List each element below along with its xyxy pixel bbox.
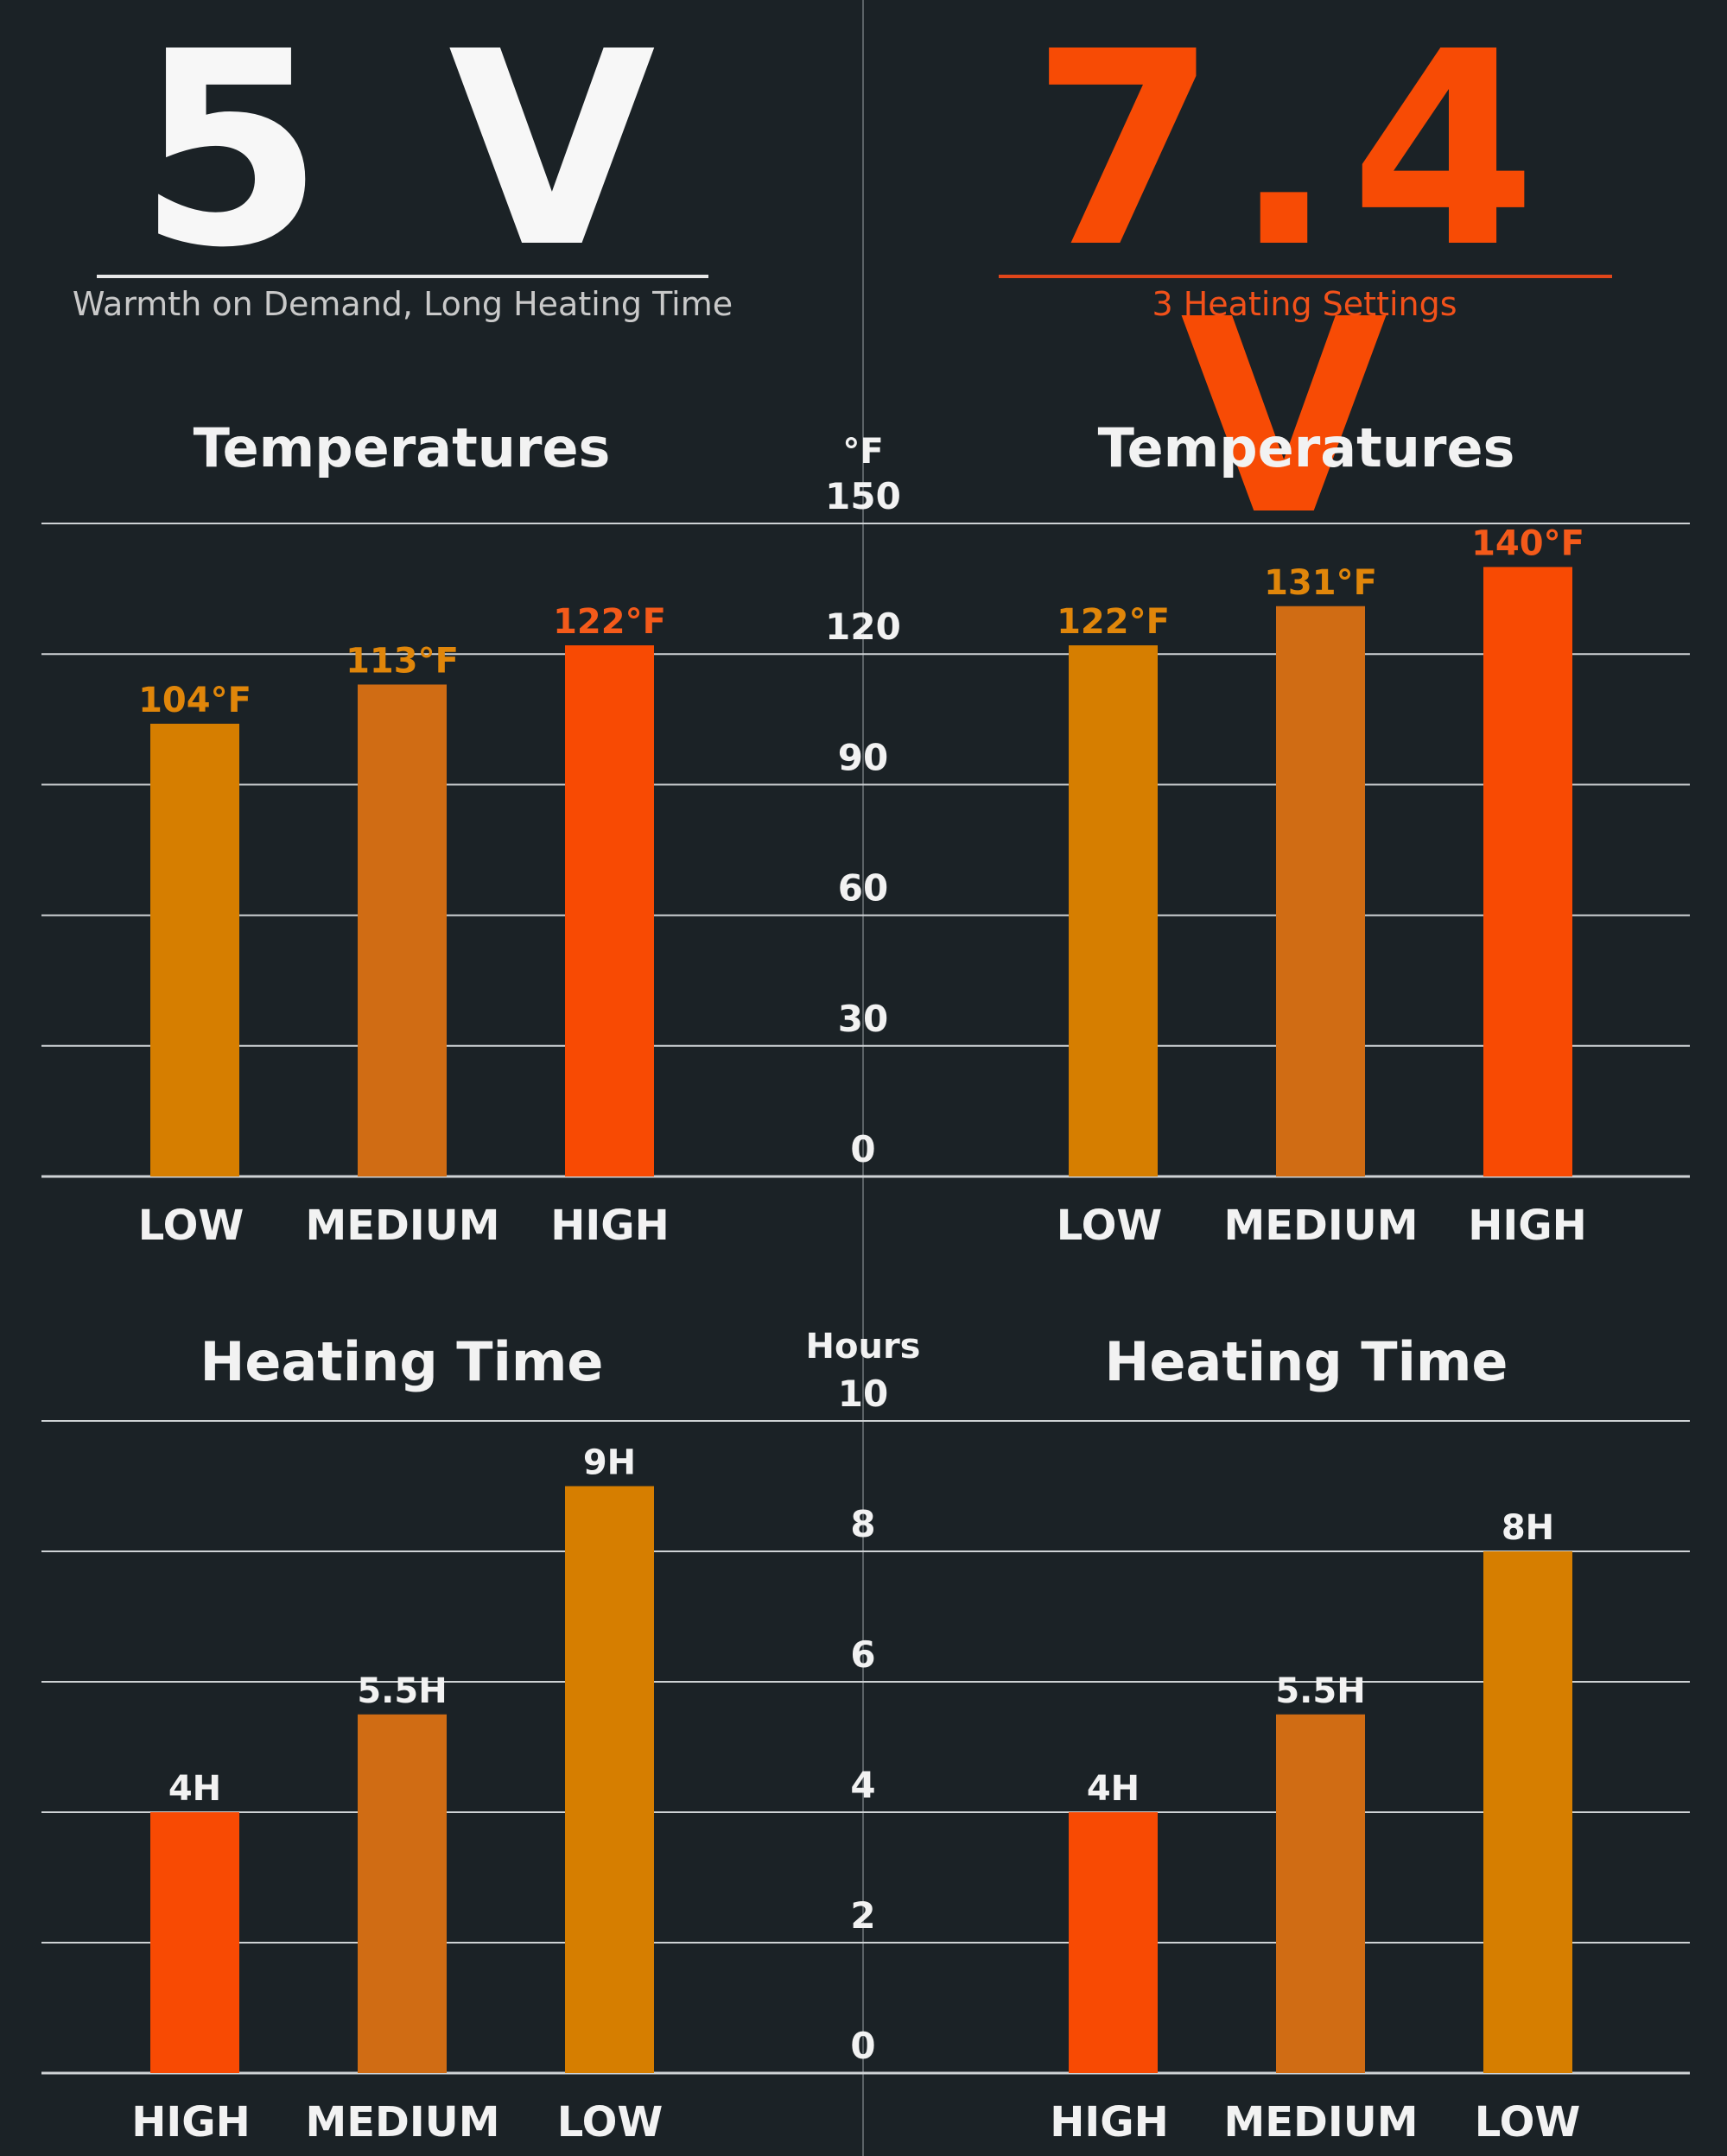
category-label: MEDIUM [1224,2098,1419,2146]
bar-medium [1276,606,1365,1176]
chart-title: Heating Time [200,1330,604,1393]
bar-low [565,1486,654,2073]
y-tick-label: 0 [850,1128,875,1170]
data-label: 113°F [346,641,459,681]
category-label: LOW [557,2098,663,2146]
y-tick-label: 90 [838,736,888,778]
y-tick-label: 150 [825,475,901,517]
bar-low [150,723,239,1176]
right-heading-underline [999,275,1612,278]
y-axis-label: °F [842,432,883,472]
bar-medium [358,1714,447,2073]
bar-high [1069,1812,1158,2073]
y-tick-label: 4 [850,1764,875,1806]
bar-high [150,1812,239,2073]
data-label: 8H [1502,1508,1554,1548]
data-label: 4H [1087,1769,1140,1809]
y-tick-label: 2 [850,1894,875,1937]
data-label: 4H [168,1769,221,1809]
category-label: MEDIUM [1224,1202,1419,1250]
y-tick-label: 60 [838,867,888,910]
category-label: HIGH [131,2098,251,2146]
left-voltage-heading: 5 V [137,0,671,307]
category-label: MEDIUM [306,2098,500,2146]
bar-high [1483,567,1572,1176]
bar-high [565,645,654,1176]
right-voltage-heading: 7.4 V [1031,0,1552,574]
y-tick-label: 0 [850,2025,875,2067]
y-axis-label: Hours [806,1327,921,1367]
y-tick-label: 8 [850,1503,875,1545]
bar-medium [358,684,447,1176]
category-label: MEDIUM [306,1202,500,1250]
left-subtitle: Warmth on Demand, Long Heating Time [72,285,733,323]
category-label: HIGH [550,1202,670,1250]
y-tick-label: 120 [825,606,901,648]
data-label: 5.5H [357,1671,447,1711]
left-heading-underline [97,275,708,278]
data-label: 104°F [138,681,251,720]
chart-title: Temperatures [1098,416,1515,479]
bar-low [1483,1551,1572,2073]
category-label: LOW [1057,1202,1163,1250]
right-subtitle: 3 Heating Settings [1152,285,1457,323]
data-label: 140°F [1471,523,1584,563]
category-label: LOW [138,1202,244,1250]
data-label: 131°F [1264,563,1377,603]
y-tick-label: 30 [838,998,888,1040]
data-label: 122°F [1057,602,1170,642]
chart-title: Temperatures [194,416,611,479]
category-label: HIGH [1050,2098,1169,2146]
data-label: 122°F [553,602,666,642]
category-label: HIGH [1468,1202,1587,1250]
data-label: 5.5H [1275,1671,1365,1711]
y-tick-label: 10 [838,1373,888,1415]
bar-medium [1276,1714,1365,2073]
bar-low [1069,645,1158,1176]
data-label: 9H [583,1443,636,1483]
y-tick-label: 6 [850,1633,875,1676]
chart-title: Heating Time [1105,1330,1508,1393]
category-label: LOW [1475,2098,1581,2146]
